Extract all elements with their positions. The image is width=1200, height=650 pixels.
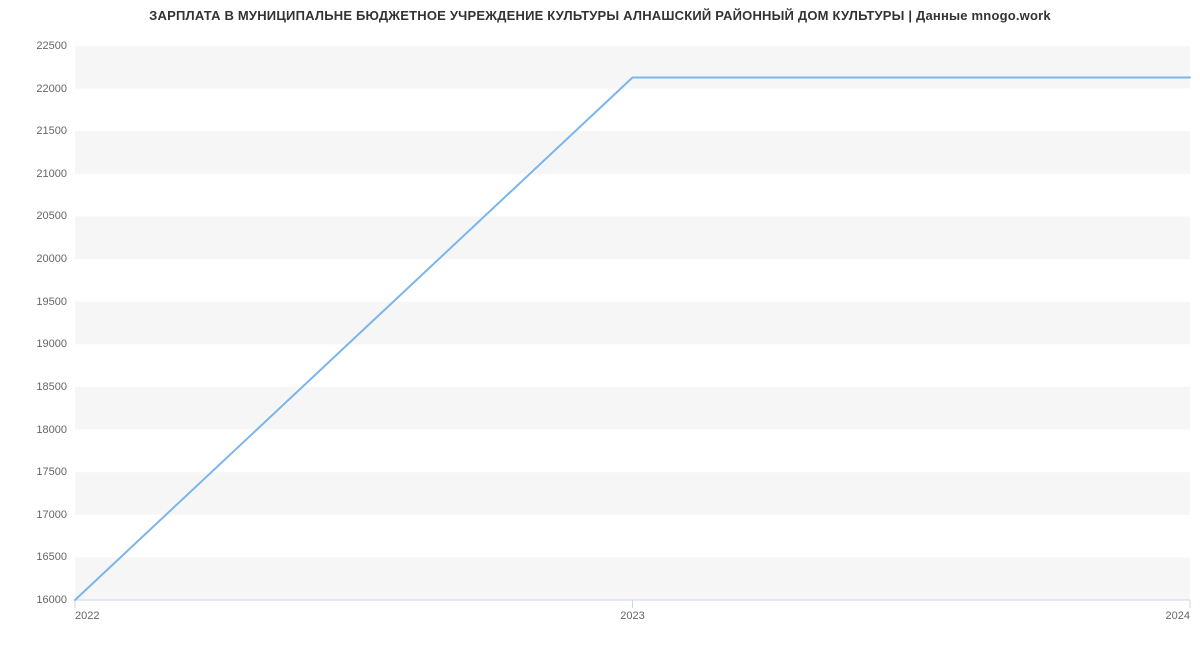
y-tick-label: 21500 bbox=[36, 125, 67, 137]
x-tick-label: 2022 bbox=[75, 610, 99, 622]
y-tick-label: 22000 bbox=[36, 83, 67, 95]
y-tick-label: 17000 bbox=[36, 509, 67, 521]
chart-plot-svg bbox=[0, 0, 1200, 650]
y-tick-label: 20000 bbox=[36, 253, 67, 265]
salary-line-chart: ЗАРПЛАТА В МУНИЦИПАЛЬНЕ БЮДЖЕТНОЕ УЧРЕЖД… bbox=[0, 0, 1200, 650]
y-tick-label: 19500 bbox=[36, 296, 67, 308]
y-tick-label: 18500 bbox=[36, 381, 67, 393]
y-tick-label: 20500 bbox=[36, 210, 67, 222]
y-tick-label: 19000 bbox=[36, 338, 67, 350]
chart-title: ЗАРПЛАТА В МУНИЦИПАЛЬНЕ БЮДЖЕТНОЕ УЧРЕЖД… bbox=[0, 8, 1200, 23]
y-tick-label: 22500 bbox=[36, 40, 67, 52]
y-tick-label: 16000 bbox=[36, 594, 67, 606]
y-tick-label: 16500 bbox=[36, 551, 67, 563]
y-tick-label: 21000 bbox=[36, 168, 67, 180]
x-tick-label: 2023 bbox=[620, 610, 644, 622]
y-tick-label: 18000 bbox=[36, 424, 67, 436]
x-tick-label: 2024 bbox=[1166, 610, 1190, 622]
y-tick-label: 17500 bbox=[36, 466, 67, 478]
